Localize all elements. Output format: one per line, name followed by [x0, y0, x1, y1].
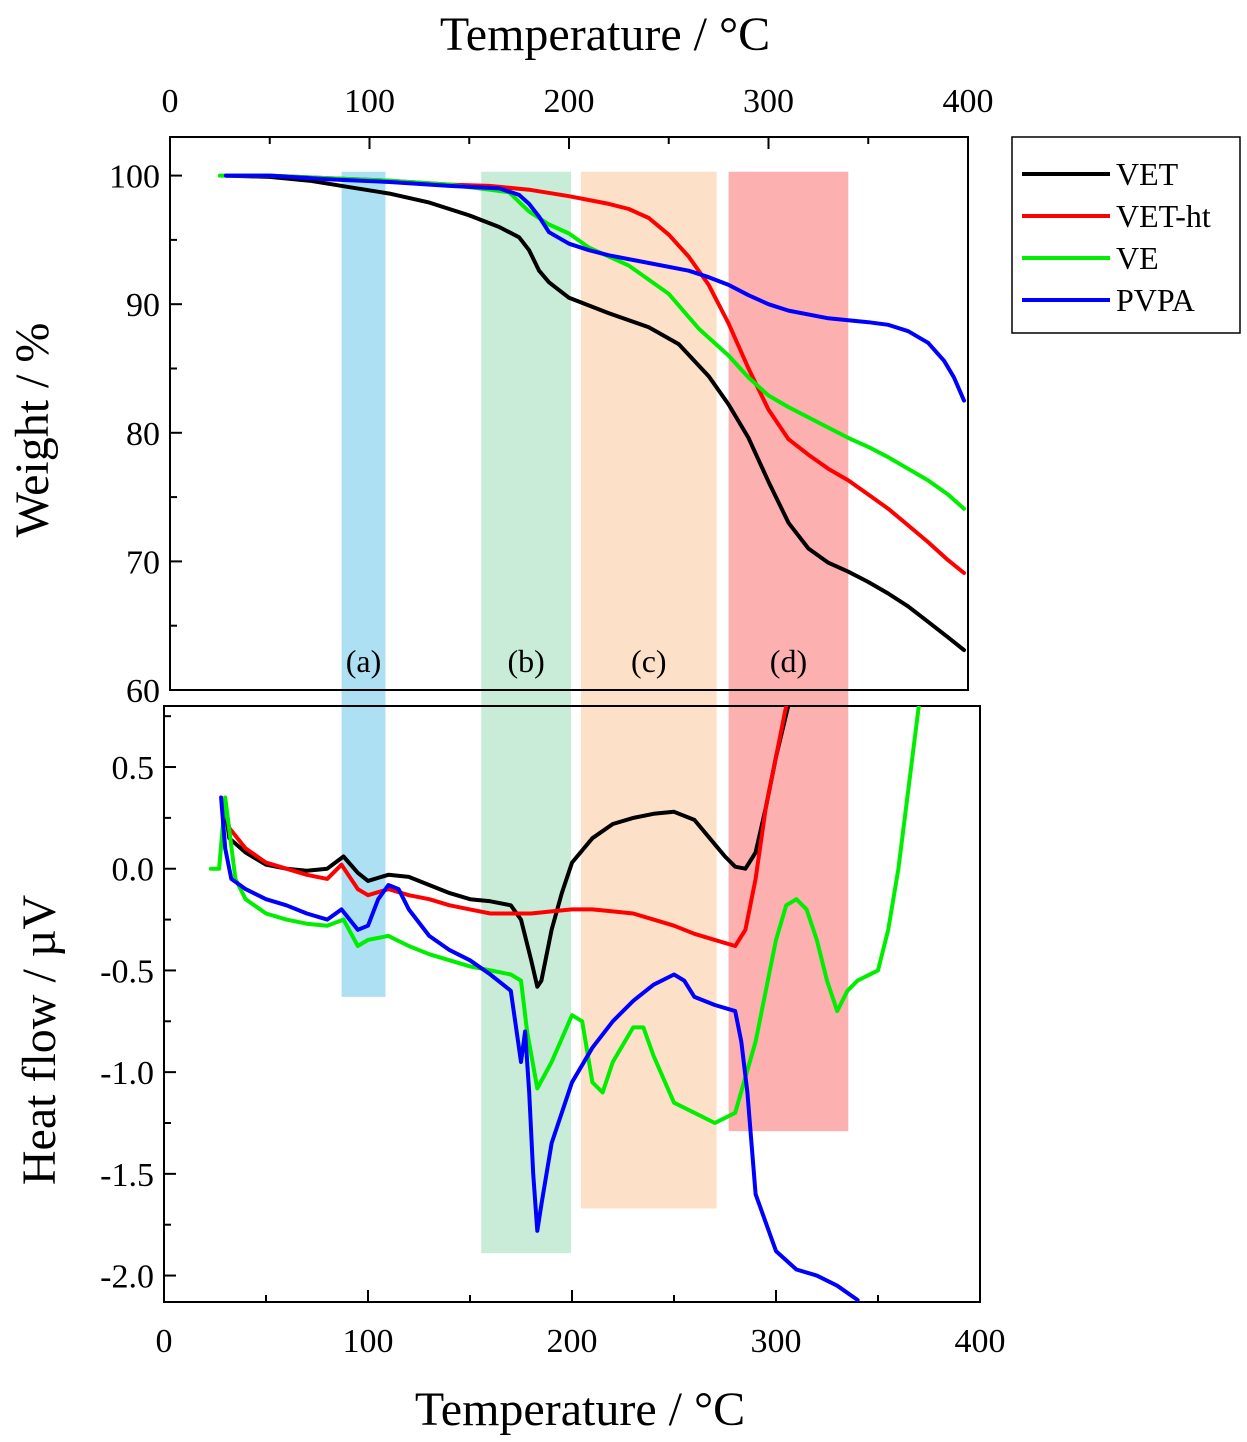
- y-tick-label: 80: [126, 416, 160, 453]
- x-tick-label: 200: [547, 1323, 598, 1360]
- plot-frame: [163, 705, 981, 1303]
- x-tick-label: 0: [156, 1323, 173, 1360]
- legend-label: VE: [1116, 240, 1159, 276]
- x-tick-label: 400: [955, 1323, 1006, 1360]
- y-tick-label: 0.0: [112, 852, 155, 889]
- region-band-1: [481, 171, 571, 1254]
- y-tick-label: -1.5: [100, 1157, 154, 1194]
- region-band-0: [341, 171, 386, 997]
- region-label-1: (b): [507, 643, 544, 679]
- bottom-x-axis-title: Temperature / °C: [415, 1383, 745, 1436]
- x-tick-label: 0: [162, 83, 179, 120]
- heatflow-series-vet-ht: [223, 706, 789, 948]
- heatflow-panel-axes: 0 100 200 300 400 -2.0 -1.5 -1.0 -0.5 0.0 0.5: [100, 705, 1006, 1360]
- x-tick-label: 300: [743, 83, 794, 120]
- x-tick-label: 100: [344, 83, 395, 120]
- weight-series-pvpa: [223, 173, 966, 403]
- legend: VET VET-ht VE PVPA: [1011, 136, 1241, 334]
- y-tick-label: 70: [126, 544, 160, 581]
- y-tick-label: 90: [126, 287, 160, 324]
- y-tick-label: -0.5: [100, 953, 154, 990]
- y-tick-label: 60: [126, 673, 160, 710]
- region-band-3: [728, 171, 849, 1132]
- heatflow-series-ve: [208, 706, 921, 1125]
- weight-series-vet: [223, 173, 966, 653]
- bottom-y-axis-title: Heat flow / µV: [13, 895, 66, 1186]
- data-series: [208, 173, 966, 1302]
- weight-panel-axes: 0 100 200 300 400 60 70 80 90 100: [109, 83, 994, 710]
- temperature-regions: (a) (b) (c) (d): [341, 171, 849, 1254]
- legend-label: VET-ht: [1116, 198, 1211, 234]
- region-label-0: (a): [346, 643, 382, 679]
- x-tick-label: 400: [943, 83, 994, 120]
- y-tick-label: -1.0: [100, 1055, 154, 1092]
- x-tick-label: 200: [544, 83, 595, 120]
- legend-label: PVPA: [1116, 282, 1195, 318]
- heatflow-series-pvpa: [219, 795, 860, 1302]
- x-tick-label: 300: [751, 1323, 802, 1360]
- top-x-axis-title: Temperature / °C: [440, 8, 770, 61]
- heatflow-series-vet: [223, 706, 791, 989]
- x-tick-label: 100: [343, 1323, 394, 1360]
- region-label-3: (d): [770, 643, 807, 679]
- y-tick-label: 0.5: [112, 750, 155, 787]
- region-label-2: (c): [631, 643, 667, 679]
- top-y-axis-title: Weight / %: [6, 323, 59, 538]
- y-tick-label: 100: [109, 159, 160, 196]
- axis-labels: Temperature / °C Weight / % Heat flow / …: [6, 8, 770, 1436]
- legend-label: VET: [1116, 156, 1179, 192]
- y-tick-label: -2.0: [100, 1259, 154, 1296]
